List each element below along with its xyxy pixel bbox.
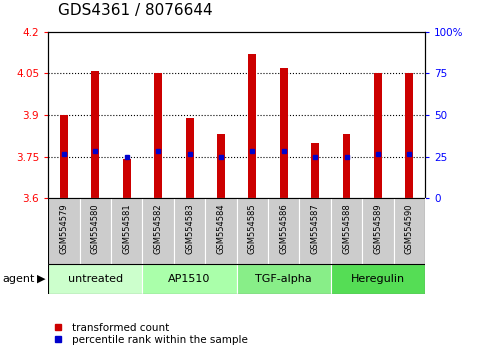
Text: TGF-alpha: TGF-alpha <box>256 274 312 284</box>
Text: GSM554590: GSM554590 <box>405 204 414 254</box>
Text: GSM554588: GSM554588 <box>342 204 351 254</box>
Bar <box>405 74 413 198</box>
Text: GSM554581: GSM554581 <box>122 204 131 254</box>
Bar <box>374 74 382 198</box>
Bar <box>205 198 237 264</box>
Legend: transformed count, percentile rank within the sample: transformed count, percentile rank withi… <box>44 318 252 349</box>
Text: GSM554584: GSM554584 <box>216 204 226 254</box>
Bar <box>299 198 331 264</box>
Bar <box>268 198 299 264</box>
Bar <box>280 68 288 198</box>
Text: Heregulin: Heregulin <box>351 274 405 284</box>
Text: GSM554583: GSM554583 <box>185 204 194 254</box>
Bar <box>217 135 225 198</box>
Bar <box>362 198 394 264</box>
Bar <box>331 198 362 264</box>
Text: GSM554582: GSM554582 <box>154 204 163 254</box>
Text: AP1510: AP1510 <box>169 274 211 284</box>
Text: untreated: untreated <box>68 274 123 284</box>
Bar <box>142 264 237 294</box>
Bar <box>80 198 111 264</box>
Text: GSM554586: GSM554586 <box>279 204 288 254</box>
Bar <box>311 143 319 198</box>
Text: GSM554585: GSM554585 <box>248 204 257 254</box>
Text: GSM554579: GSM554579 <box>59 204 69 254</box>
Bar <box>394 198 425 264</box>
Bar <box>123 159 131 198</box>
Text: GSM554589: GSM554589 <box>373 204 383 254</box>
Bar <box>237 264 331 294</box>
Bar <box>248 54 256 198</box>
Text: agent: agent <box>2 274 35 284</box>
Bar <box>237 198 268 264</box>
Bar <box>60 115 68 198</box>
Bar <box>48 198 80 264</box>
Text: GSM554587: GSM554587 <box>311 204 320 254</box>
Text: GDS4361 / 8076644: GDS4361 / 8076644 <box>58 3 213 18</box>
Bar <box>154 74 162 198</box>
Text: ▶: ▶ <box>37 274 45 284</box>
Bar <box>111 198 142 264</box>
Bar <box>91 71 99 198</box>
Bar <box>142 198 174 264</box>
Bar <box>331 264 425 294</box>
Bar <box>174 198 205 264</box>
Text: GSM554580: GSM554580 <box>91 204 100 254</box>
Bar <box>185 118 194 198</box>
Bar <box>342 135 351 198</box>
Bar <box>48 264 142 294</box>
